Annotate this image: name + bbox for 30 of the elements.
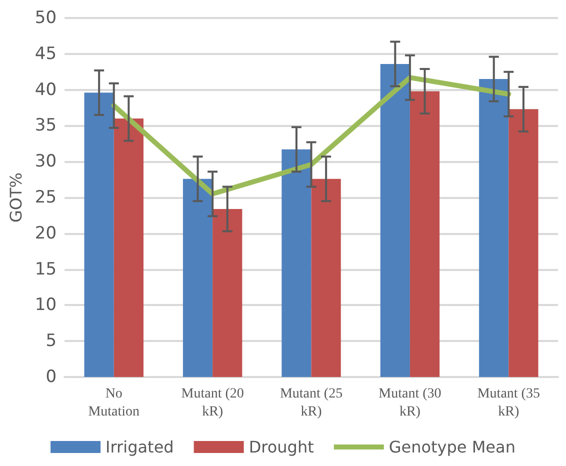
y-tick-label: 15 <box>34 259 57 280</box>
y-tick-label: 30 <box>34 152 57 172</box>
x-tick-label: Mutant (35 kR) <box>477 386 540 420</box>
y-tick-label: 0 <box>46 367 57 387</box>
x-tick-label: Mutant (30 kR) <box>378 386 442 420</box>
y-tick-label: 35 <box>34 116 57 136</box>
bar <box>282 149 312 377</box>
bar <box>212 208 242 377</box>
x-tick-label: Mutant (20 kR) <box>181 386 244 420</box>
bar <box>508 109 538 377</box>
x-tick-label: Mutant (25 kR) <box>280 386 343 420</box>
bar <box>479 79 509 377</box>
legend-label: Genotype Mean <box>388 438 516 456</box>
bar <box>380 64 410 377</box>
y-tick-label: 5 <box>46 331 57 352</box>
y-tick-label: 45 <box>34 44 57 64</box>
legend-label: Drought <box>248 438 314 456</box>
bar <box>114 118 144 377</box>
x-tick-label: No Mutation <box>88 386 140 420</box>
bar <box>182 178 213 377</box>
y-tick-label: 25 <box>34 188 57 208</box>
bar <box>410 91 440 377</box>
bar <box>84 92 114 377</box>
y-tick-label: 40 <box>34 80 57 100</box>
legend-label: Irrigated <box>106 438 174 456</box>
y-tick-label: 10 <box>34 295 57 316</box>
y-axis-title: GOT% <box>6 172 26 222</box>
y-tick-label: 50 <box>34 8 57 28</box>
y-tick-label: 20 <box>34 223 57 244</box>
bar <box>311 178 341 377</box>
